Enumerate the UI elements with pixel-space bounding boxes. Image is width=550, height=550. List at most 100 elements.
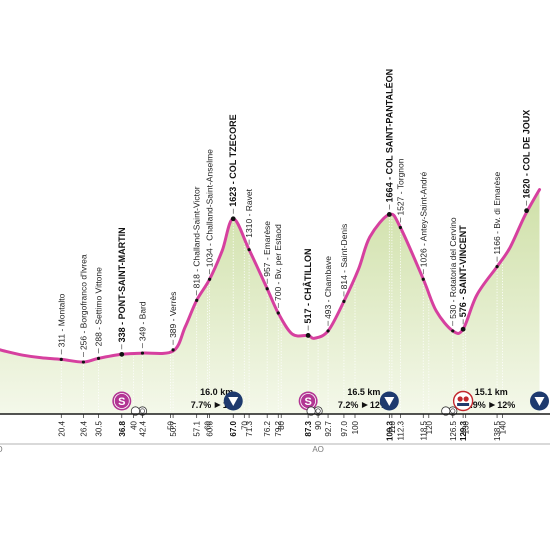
- place-label-12: 517 - CHÂTILLON: [302, 248, 313, 323]
- feed-zone-icon-b-4: [306, 406, 316, 416]
- place-dot-5: [171, 348, 175, 352]
- place-dot-18: [451, 329, 455, 333]
- place-label-21: 1620 - COL DE JOUX: [522, 110, 532, 199]
- place-label-3: 338 - PONT-SAINT-MARTIN: [117, 227, 127, 342]
- place-label-9: 1310 - Ravet: [244, 188, 254, 237]
- place-dot-17: [421, 277, 425, 281]
- place-label-18: 530 - Rotatoria del Cervino: [448, 217, 458, 319]
- place-label-8: 1623 - COL TZECORE: [228, 114, 238, 206]
- climb-info-layer: 16.0 km7.7%15%16.5 km7.2%12%15.1 km6.9%1…: [191, 387, 516, 410]
- place-dot-8: [230, 216, 236, 222]
- place-dot-4: [140, 351, 145, 355]
- climb-arrow-0: [214, 402, 221, 408]
- bonus-icon-bull-a-7: [457, 396, 463, 402]
- sprint-icon-letter-0: S: [118, 396, 125, 408]
- place-dot-9: [247, 248, 251, 252]
- km-tick-label-26.4: 26.4: [79, 420, 88, 436]
- km-tick-label-140: 140: [499, 420, 508, 434]
- place-label-17: 1026 - Antey-Saint-André: [418, 172, 428, 268]
- climb-gradient-max-2: 12%: [497, 400, 515, 410]
- km-tick-label-50.7: 50.7: [169, 420, 178, 436]
- km-tick-label-20.4: 20.4: [57, 420, 66, 436]
- place-label-15: 1664 - COL SAINT-PANTALÉON: [384, 69, 394, 203]
- place-label-7: 1034 - Challand-Saint-Anselme: [205, 149, 215, 267]
- place-dot-19: [460, 326, 466, 332]
- kom-icon-mountain-2: [228, 397, 239, 406]
- climb-length-0: 16.0 km: [200, 387, 233, 397]
- km-tick-label-79.2: 79.2: [274, 420, 283, 436]
- climb-length-1: 16.5 km: [347, 387, 380, 397]
- bonus-sprint-icon-7: [452, 390, 474, 412]
- climb-length-2: 15.1 km: [475, 387, 508, 397]
- sprint-icon-ring-0: [113, 393, 130, 409]
- sprint-icon-letter-3: S: [304, 396, 311, 408]
- feed-zone-icon-b-6: [441, 406, 451, 416]
- profile-area: [0, 189, 540, 414]
- km-tick-label-87.3: 87.3: [304, 420, 313, 436]
- km-tick-label-120: 120: [425, 420, 434, 434]
- place-label-6: 818 - Challand-Saint-Victor: [192, 186, 202, 288]
- km-tick-label-129.3: 129.3: [459, 420, 468, 441]
- sprint-icon-0: [112, 391, 132, 411]
- place-dot-6: [195, 298, 199, 302]
- place-dot-21: [524, 208, 529, 214]
- place-dot-12: [305, 333, 311, 338]
- place-dot-0: [59, 357, 63, 362]
- region-label-TO: TO: [0, 445, 3, 454]
- km-tick-label-42.4: 42.4: [138, 420, 147, 436]
- feed-zone-icon-inner-4: [315, 408, 321, 414]
- place-dot-13: [326, 329, 330, 333]
- place-labels-layer: 311 - Montalto 256 - Borgofranco d'Ivrea 2…: [56, 69, 532, 364]
- place-label-19: 576 - SAINT-VINCENT: [458, 225, 468, 318]
- place-label-16: 1527 - Torgnon: [395, 158, 405, 215]
- place-dot-20: [495, 264, 499, 269]
- km-tick-label-126.5: 126.5: [449, 420, 458, 441]
- place-label-14: 814 - Saint-Denis: [339, 224, 349, 290]
- km-tick-label-97.0: 97.0: [340, 420, 349, 436]
- feed-zone-icon-b-1: [130, 406, 141, 416]
- km-tick-label-92.7: 92.7: [324, 420, 333, 436]
- km-tick-label-30.5: 30.5: [95, 420, 104, 436]
- climb-gradient-avg-1: 7.2%: [338, 400, 359, 410]
- km-tick-label-67.0: 67.0: [229, 420, 238, 436]
- km-tick-label-57.1: 57.1: [193, 420, 202, 436]
- place-label-13: 493 - Chambave: [323, 256, 333, 319]
- km-tick-label-112.3: 112.3: [396, 420, 405, 440]
- km-tick-label-36.8: 36.8: [118, 420, 127, 436]
- climb-arrow-1: [361, 402, 368, 408]
- climb-gradient-max-1: 12%: [370, 400, 388, 410]
- km-tick-label-110: 110: [388, 420, 397, 433]
- km-tick-label-76.2: 76.2: [263, 420, 272, 436]
- place-dot-1: [81, 360, 86, 364]
- climb-gradient-avg-0: 7.7%: [191, 400, 212, 410]
- place-label-11: 700 - Bv. per Estaod: [273, 224, 283, 301]
- km-tick-label-138.5: 138.5: [493, 420, 502, 441]
- bonus-icon-bull-b-7: [463, 396, 469, 402]
- place-dot-16: [398, 225, 402, 230]
- place-label-10: 957 - Emarèse: [262, 221, 272, 277]
- feed-zone-icon-inner-1: [139, 408, 146, 414]
- km-tick-label-60.6: 60.6: [206, 420, 215, 436]
- climb-gradient-avg-2: 6.9%: [465, 400, 486, 410]
- place-dot-10: [265, 287, 269, 291]
- guide-lines-layer: [60, 214, 504, 414]
- km-tick-label-40: 40: [130, 420, 139, 429]
- km-tick-label-118.5: 118.5: [419, 420, 428, 440]
- place-dot-15: [386, 212, 392, 217]
- place-dot-11: [276, 311, 280, 315]
- km-tick-label-80: 80: [277, 420, 286, 429]
- km-tick-label-70: 70: [240, 420, 249, 429]
- bonus-icon-bar-7: [457, 403, 470, 406]
- sprint-icon-3: [298, 391, 318, 411]
- kom-icon-mountain-5: [384, 397, 395, 406]
- km-tick-label-50: 50: [167, 420, 176, 429]
- km-tick-label-100: 100: [351, 420, 360, 434]
- place-dot-14: [342, 299, 346, 303]
- place-label-5: 389 - Verrès: [168, 292, 178, 338]
- climb-arrow-2: [489, 402, 496, 408]
- place-label-2: 288 - Settimo Vittone: [94, 267, 104, 346]
- place-dot-2: [96, 356, 101, 360]
